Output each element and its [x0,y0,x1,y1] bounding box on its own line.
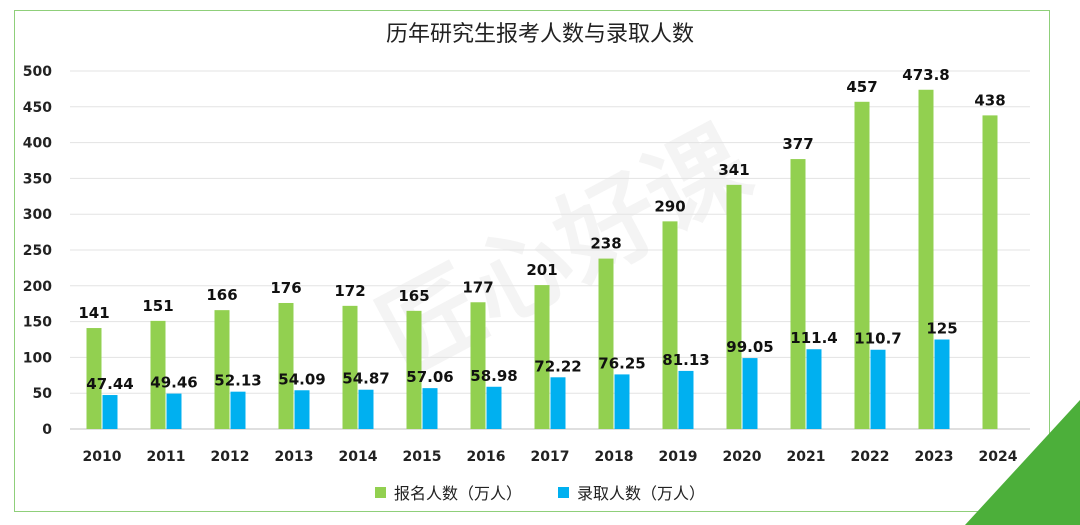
data-label: 54.09 [278,370,325,388]
y-tick-label: 200 [23,279,52,295]
data-label: 166 [206,286,237,304]
chart-title: 历年研究生报考人数与录取人数 [385,22,694,47]
x-tick-label: 2021 [787,449,826,465]
data-label: 238 [590,235,621,253]
data-label: 141 [78,304,109,322]
bar [742,358,758,429]
y-tick-label: 400 [23,136,52,152]
y-tick-label: 50 [33,386,53,402]
data-label: 110.7 [854,330,901,348]
legend-item-registrations: 报名人数（万人） [374,480,522,504]
bar [934,339,950,429]
data-label: 438 [974,91,1005,109]
data-label: 111.4 [790,329,837,347]
bar [86,328,102,429]
data-label: 473.8 [902,66,949,84]
bar [806,349,822,429]
x-tick-label: 2018 [595,449,634,465]
data-label: 58.98 [470,367,517,385]
x-tick-label: 2022 [851,449,890,465]
bar [406,310,422,429]
y-tick-label: 100 [23,350,52,366]
legend-item-admissions: 录取人数（万人） [558,480,705,504]
bar [598,258,614,429]
data-label: 72.22 [534,357,581,375]
bar [918,89,934,429]
legend-label-admissions: 录取人数（万人） [577,484,706,503]
bar-chart: 0 50 100 150 200 250 300 350 400 450 500 2010 2011 20… [23,64,1030,465]
bar [550,377,566,429]
bar [726,184,742,429]
bar [486,386,502,429]
data-label: 341 [718,161,749,179]
bar [214,310,230,429]
x-tick-label: 2016 [467,449,506,465]
corner-decoration [965,400,1080,525]
bar [342,305,358,429]
bar [534,285,550,429]
x-tick-label: 2015 [403,449,442,465]
bar [854,101,870,430]
x-tick-label: 2012 [211,449,250,465]
bar [358,389,374,429]
y-tick-label: 250 [23,243,52,259]
data-label: 57.06 [406,368,453,386]
legend-swatch-registrations [374,486,386,498]
x-tick-label: 2019 [659,449,698,465]
bar [102,395,118,429]
x-tick-label: 2013 [275,449,314,465]
bar [870,349,886,429]
x-tick-label: 2020 [723,449,762,465]
legend-swatch-admissions [558,486,569,498]
x-tick-label: 2014 [339,449,378,465]
y-tick-label: 150 [23,315,52,331]
legend: 报名人数（万人） 录取人数（万人） [0,480,1080,504]
y-tick-label: 0 [42,422,52,438]
data-label: 54.87 [342,370,389,388]
bar [790,159,806,429]
data-label: 457 [846,78,877,96]
data-label: 125 [926,320,957,338]
data-label: 49.46 [150,374,197,392]
data-label: 76.25 [598,354,645,372]
bar [166,393,182,429]
data-label: 81.13 [662,351,709,369]
y-tick-label: 500 [23,64,52,80]
legend-label-registrations: 报名人数（万人） [393,484,522,503]
data-label: 172 [334,282,365,300]
data-label: 177 [462,278,493,296]
data-label: 151 [142,297,173,315]
bar [614,374,630,429]
bar [294,390,310,429]
data-label: 99.05 [726,338,773,356]
y-tick-label: 450 [23,100,52,116]
bar [150,320,166,429]
bar [678,370,694,429]
bar [470,302,486,429]
data-label: 47.44 [86,375,133,393]
y-tick-label: 300 [23,207,52,223]
bar [982,115,998,429]
y-tick-label: 350 [23,171,52,187]
x-tick-label: 2011 [147,449,186,465]
data-label: 165 [398,287,429,305]
bar [278,302,294,429]
data-label: 201 [526,261,557,279]
bar [662,221,678,429]
data-label: 176 [270,279,301,297]
data-label: 52.13 [214,372,261,390]
x-tick-label: 2017 [531,449,570,465]
x-tick-label: 2023 [915,449,954,465]
data-label: 377 [782,135,813,153]
x-tick-label: 2010 [83,449,122,465]
data-label: 290 [654,197,685,215]
bar [230,391,246,429]
bar [422,388,438,429]
